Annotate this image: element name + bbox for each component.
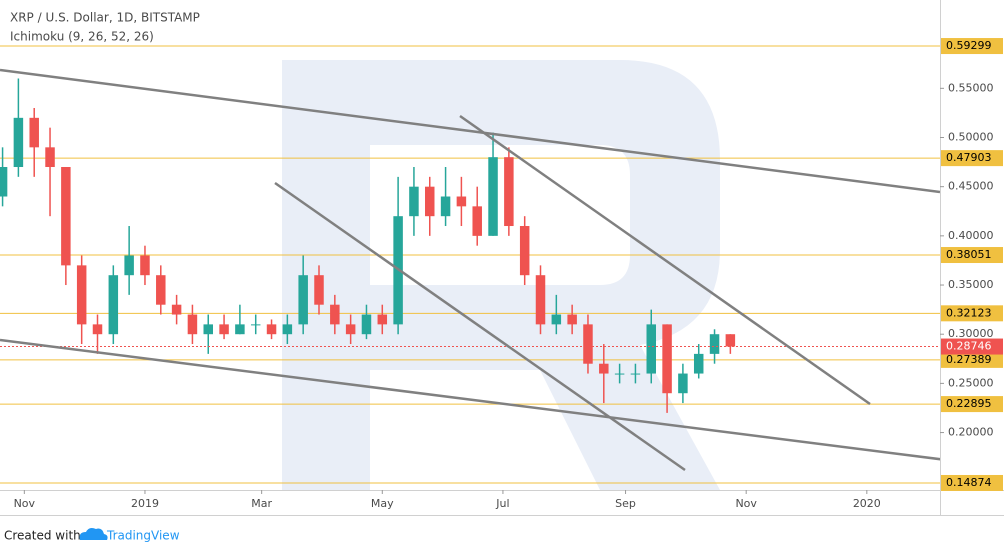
level-label: 0.59299: [946, 39, 992, 52]
candle-body: [678, 373, 688, 394]
chart-subtitle: Ichimoku (9, 26, 52, 26): [10, 30, 154, 44]
candle-body: [250, 324, 261, 326]
y-tick-label: 0.25000: [948, 376, 994, 389]
y-tick-label: 0.30000: [948, 327, 994, 340]
candle-body: [156, 275, 166, 305]
x-tick-label: Jul: [495, 497, 509, 510]
candle-body: [314, 275, 324, 305]
level-label-box: [941, 150, 1003, 167]
candle-body: [298, 275, 308, 325]
x-tick-label: 2020: [853, 497, 881, 510]
level-label-box: [941, 38, 1003, 55]
last-price-label: 0.28746: [946, 340, 992, 353]
y-tick-label: 0.40000: [948, 229, 994, 242]
level-label: 0.14874: [946, 476, 992, 489]
candle-body: [519, 226, 530, 276]
candle-body: [361, 314, 372, 335]
candle-body: [614, 373, 625, 375]
y-tick-label: 0.50000: [948, 130, 994, 143]
candle-body: [709, 334, 720, 354]
candle-body: [425, 186, 435, 217]
x-tick-label: Sep: [615, 497, 636, 510]
chart-title: XRP / U.S. Dollar, 1D, BITSTAMP: [10, 11, 200, 25]
level-label-box: [941, 351, 1003, 368]
trend-line: [0, 68, 940, 194]
trend-line: [0, 338, 940, 461]
brand-logo: [79, 528, 108, 540]
level-label-box: [941, 396, 1003, 413]
candle-body: [535, 275, 546, 325]
x-tick-label: Mar: [251, 497, 272, 510]
candle-body: [92, 324, 103, 335]
candle-body: [472, 206, 482, 236]
x-tick-label: Nov: [14, 497, 36, 510]
level-label: 0.32123: [946, 306, 992, 319]
candle-body: [0, 167, 8, 197]
candle-body: [61, 167, 71, 266]
candle-body: [377, 314, 388, 325]
x-tick-label: Nov: [735, 497, 757, 510]
candle-body: [124, 255, 134, 276]
candle-body: [725, 334, 736, 347]
y-tick-label: 0.20000: [948, 426, 994, 439]
candle-body: [235, 324, 245, 335]
candle-body: [440, 196, 451, 217]
candle-body: [282, 324, 293, 335]
candle-body: [45, 147, 55, 168]
candle-body: [630, 373, 641, 375]
level-label-box: [941, 474, 1003, 491]
trend-line: [459, 114, 871, 406]
candle-body: [171, 304, 182, 315]
candle-body: [504, 157, 514, 227]
candle-body: [693, 353, 704, 374]
candle-body: [662, 324, 672, 394]
trend-lines: [0, 68, 940, 472]
candle-body: [219, 324, 229, 335]
trend-line: [274, 181, 686, 472]
candle-body: [330, 304, 340, 325]
x-tick-label: 2019: [131, 497, 159, 510]
watermark: [282, 60, 720, 490]
candle-body: [599, 363, 609, 374]
candle-body: [140, 255, 150, 276]
level-label-box: [941, 247, 1003, 264]
footer-text: Created with: [4, 529, 81, 543]
x-tick-label: May: [371, 497, 394, 510]
candle-body: [266, 324, 277, 335]
candle-body: [567, 314, 577, 325]
candle-body: [29, 117, 39, 148]
candle-body: [409, 186, 419, 217]
candle-body: [583, 324, 593, 364]
axes: 0.20000 0.25000 0.30000 0.35000 0.40000 0.450…: [14, 38, 1003, 510]
y-tick-label: 0.35000: [948, 278, 994, 291]
candle-body: [551, 314, 562, 325]
last-price-box: [941, 338, 1003, 355]
candle-body: [345, 324, 356, 335]
level-label: 0.47903: [946, 151, 992, 164]
level-label: 0.22895: [946, 397, 992, 410]
level-label-box: [941, 305, 1003, 322]
candle-body: [108, 275, 119, 335]
candle-body: [203, 324, 213, 335]
level-label: 0.38051: [946, 248, 992, 261]
footer-brand[interactable]: TradingView: [106, 529, 180, 543]
y-tick-label: 0.55000: [948, 81, 994, 94]
level-label: 0.27389: [946, 353, 992, 366]
candle-body: [488, 157, 498, 236]
candle-body: [456, 196, 467, 207]
candle-body: [646, 324, 657, 374]
y-tick-label: 0.45000: [948, 180, 994, 193]
candle-body: [187, 314, 198, 335]
candle-body: [76, 265, 87, 325]
candle-body: [13, 117, 24, 168]
